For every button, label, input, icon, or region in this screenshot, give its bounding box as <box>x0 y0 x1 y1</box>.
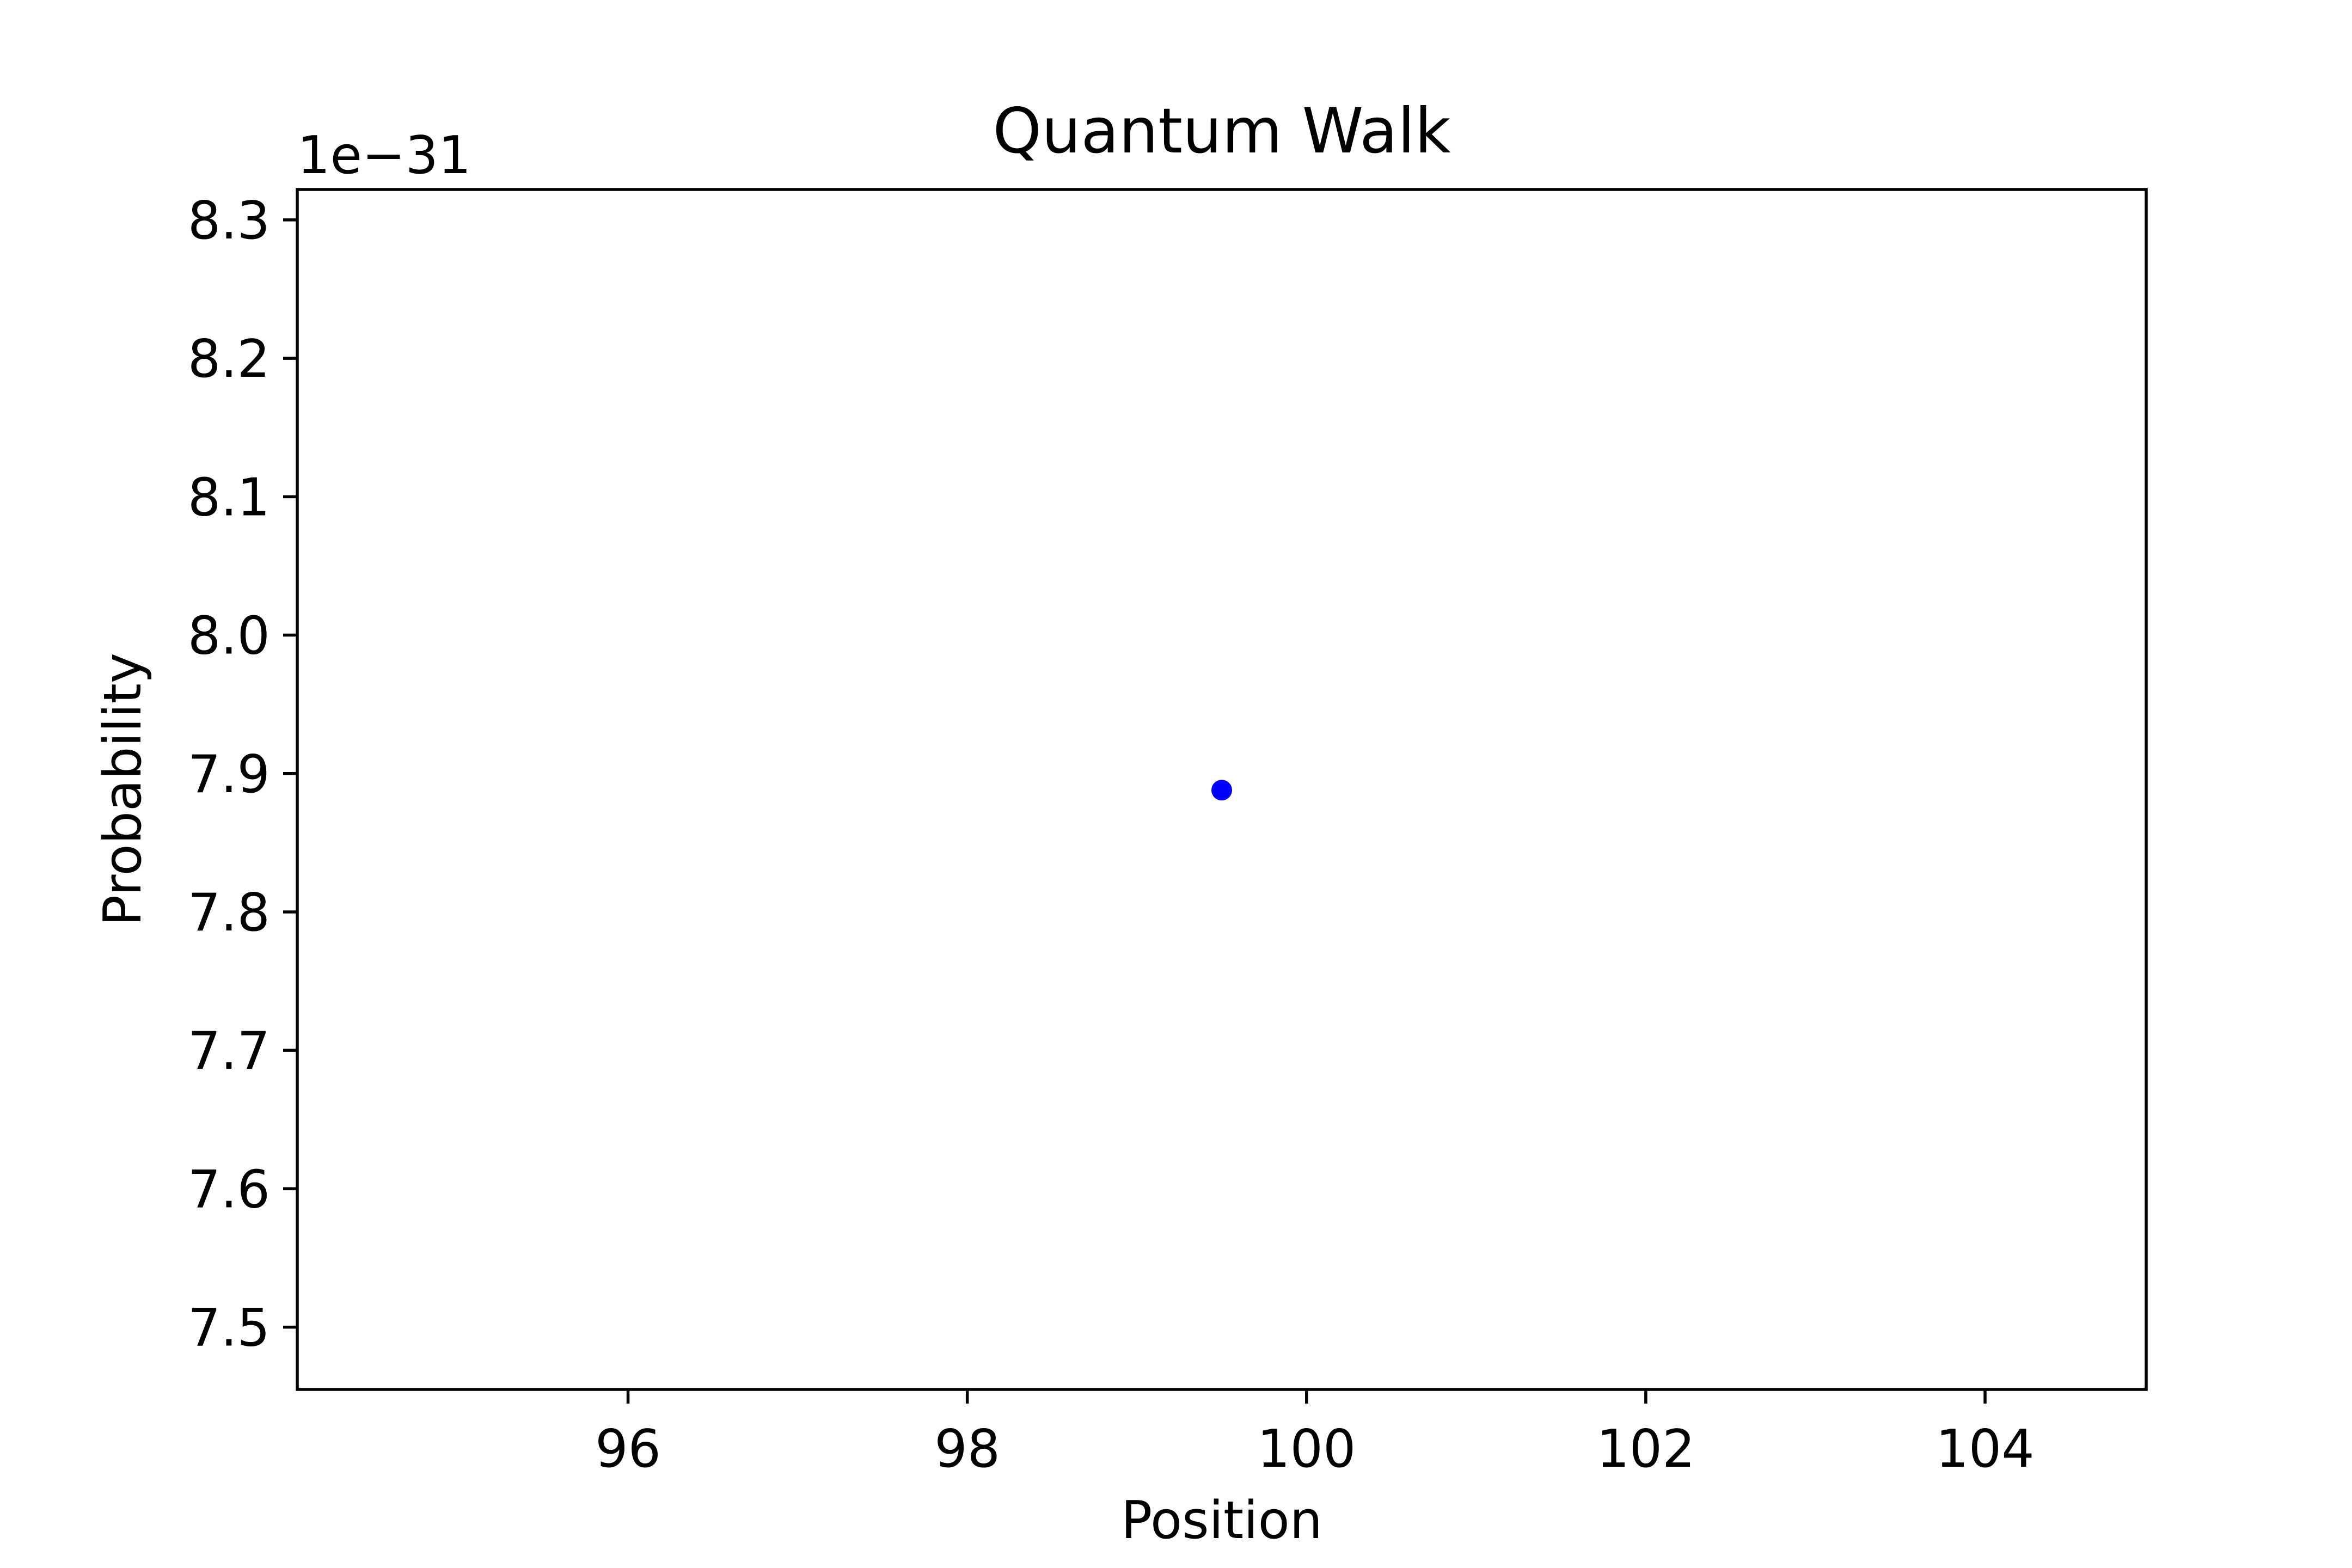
y-tick-label: 8.2 <box>188 329 270 389</box>
y-tick-label: 8.3 <box>188 191 270 251</box>
data-point <box>1211 780 1232 801</box>
x-axis-ticks: 96 98 100 102 104 <box>595 1389 2035 1479</box>
data-layer <box>1211 780 1232 801</box>
x-tick-label: 100 <box>1257 1419 1356 1479</box>
y-axis-label: Probability <box>93 653 153 926</box>
y-axis-offset-label: 1e−31 <box>297 126 471 186</box>
y-tick-label: 7.9 <box>188 745 270 805</box>
y-tick-label: 7.8 <box>188 883 270 943</box>
chart-title: Quantum Walk <box>993 95 1450 167</box>
x-tick-label: 98 <box>934 1419 1000 1479</box>
y-tick-label: 7.7 <box>188 1021 270 1081</box>
y-tick-label: 8.1 <box>188 468 270 528</box>
y-tick-label: 8.0 <box>188 607 270 666</box>
y-tick-label: 7.5 <box>188 1298 270 1358</box>
x-tick-label: 104 <box>1935 1419 2034 1479</box>
x-tick-label: 96 <box>595 1419 661 1479</box>
y-axis-ticks: 7.5 7.6 7.7 7.8 7.9 8.0 8.1 8.2 8.3 <box>188 191 297 1358</box>
y-tick-label: 7.6 <box>188 1160 270 1220</box>
x-axis-label: Position <box>1121 1491 1322 1551</box>
plot-frame <box>296 188 2148 1391</box>
x-tick-label: 102 <box>1596 1419 1695 1479</box>
